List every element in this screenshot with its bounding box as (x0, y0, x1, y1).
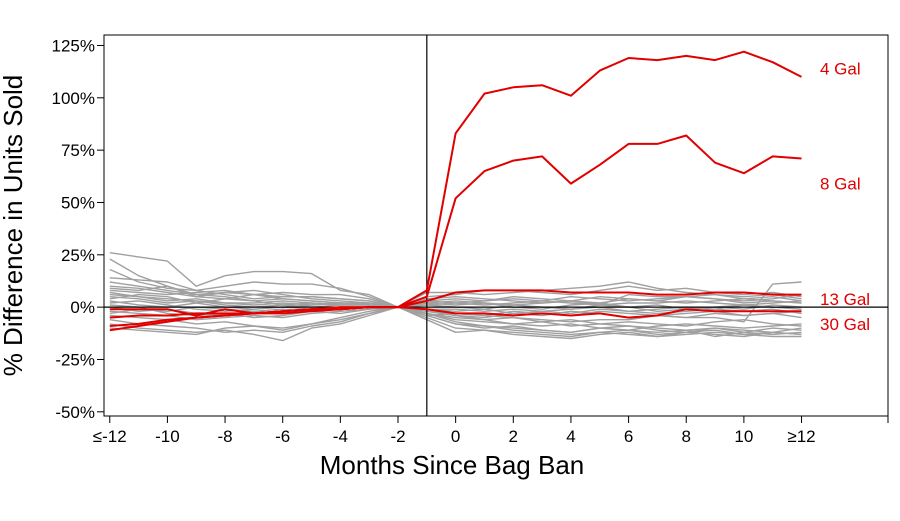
background-series-group (109, 252, 802, 342)
y-tick-label: 25% (61, 246, 95, 265)
background-series-line (109, 306, 802, 338)
series-label-30-gal: 30 Gal (820, 315, 870, 334)
y-tick-label: 75% (61, 141, 95, 160)
x-tick-label: -8 (217, 427, 232, 446)
highlight-series-group (109, 50, 802, 332)
x-axis-title: Months Since Bag Ban (320, 450, 585, 480)
x-axis-ticks: ≤-12 -10 -8 -6 -4 -2 0 2 4 6 8 10 ≥12 (93, 412, 889, 446)
background-series-line (109, 306, 802, 342)
y-tick-label: 125% (52, 36, 95, 55)
x-tick-label: ≥12 (787, 427, 815, 446)
plot-frame (103, 34, 889, 417)
y-tick-label: -50% (55, 403, 95, 422)
series-label-8-gal: 8 Gal (820, 175, 861, 194)
background-series-line (109, 293, 802, 308)
x-tick-label: 6 (624, 427, 633, 446)
x-tick-label: -2 (390, 427, 405, 446)
y-tick-label: 100% (52, 89, 95, 108)
background-series-line (109, 296, 802, 308)
y-tick-label: -25% (55, 350, 95, 369)
reference-lines (104, 35, 888, 416)
background-series-line (109, 306, 802, 327)
y-tick-label: 0% (70, 298, 95, 317)
x-tick-label: 2 (509, 427, 518, 446)
series-label-13-gal: 13 Gal (820, 290, 870, 309)
x-tick-label: 8 (682, 427, 691, 446)
x-tick-label: -10 (155, 427, 180, 446)
x-tick-label: ≤-12 (93, 427, 127, 446)
y-axis-title: % Difference in Units Sold (0, 75, 28, 377)
y-tick-label: 50% (61, 193, 95, 212)
series-line-30-gal (109, 306, 802, 319)
background-series-line (109, 306, 802, 336)
y-axis-ticks: 125% 100% 75% 50% 25% 0% -25% -50% (52, 36, 104, 422)
series-line-8-gal (109, 134, 802, 327)
series-label-4-gal: 4 Gal (820, 59, 861, 78)
x-tick-label: -6 (275, 427, 290, 446)
x-tick-label: 4 (566, 427, 575, 446)
series-line-13-gal (109, 289, 802, 319)
background-series-line (109, 268, 802, 308)
series-labels: 4 Gal 8 Gal 13 Gal 30 Gal (820, 59, 870, 333)
x-tick-label: 0 (451, 427, 460, 446)
x-tick-label: -4 (333, 427, 348, 446)
x-tick-label: 10 (734, 427, 753, 446)
